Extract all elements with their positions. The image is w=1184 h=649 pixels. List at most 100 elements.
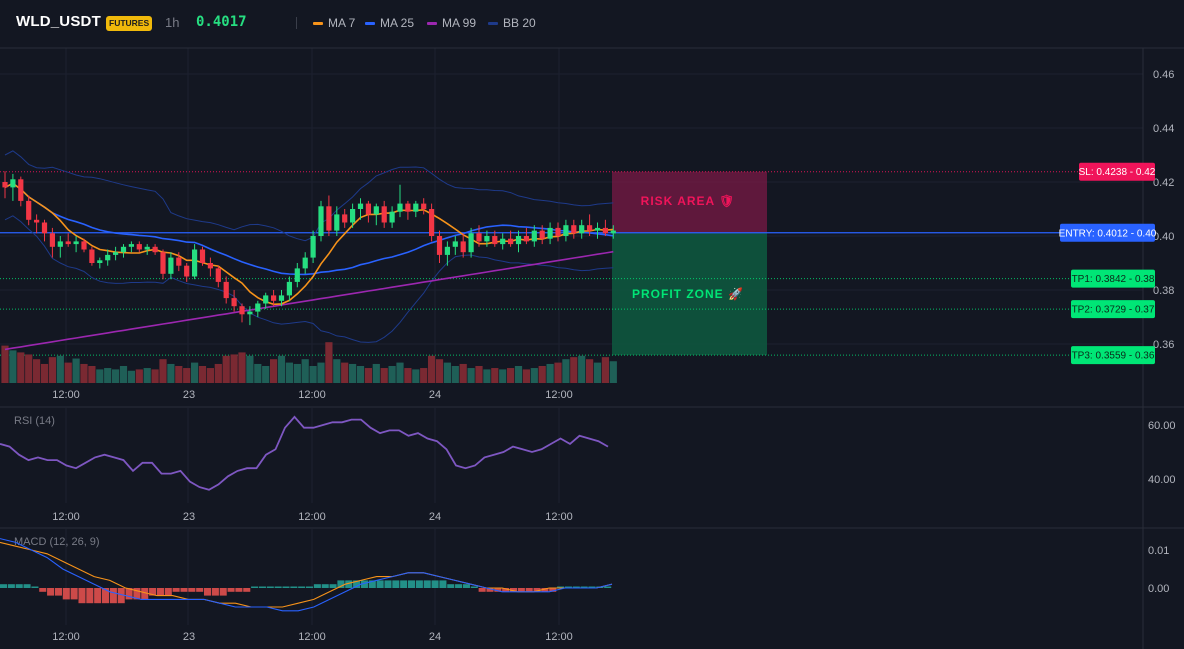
volume-bar <box>17 352 25 383</box>
tp2-tag <box>1071 300 1155 319</box>
time-tick-label: 23 <box>183 631 195 643</box>
volume-bar <box>420 368 428 383</box>
candle-body <box>405 203 411 212</box>
tp1-tag-label: TP1: 0.3842 - 0.38 <box>1072 274 1155 285</box>
macd-histogram-bar <box>345 580 353 588</box>
volume-bar <box>459 363 467 383</box>
candle-body <box>610 230 616 234</box>
time-tick-label: 12:00 <box>52 511 80 523</box>
macd-title: MACD (12, 26, 9) <box>14 536 100 548</box>
legend-ma25[interactable]: MA 25 <box>365 16 414 30</box>
macd-tick-label: 0.00 <box>1148 583 1169 595</box>
volume-bar <box>127 370 135 383</box>
macd-histogram-bar <box>431 580 439 588</box>
volume-bar <box>96 369 104 383</box>
candle-body <box>484 236 490 242</box>
macd-histogram-bar <box>31 586 39 588</box>
candle-body <box>444 246 450 255</box>
volume-bar <box>159 359 167 383</box>
macd-histogram-bar <box>251 586 259 588</box>
candle-body <box>579 225 585 234</box>
volume-bar <box>112 369 120 383</box>
macd-histogram-bar <box>384 580 392 588</box>
bb-upper-band <box>4 150 614 242</box>
macd-histogram-bar <box>486 588 494 592</box>
tp3-tag <box>1071 346 1155 365</box>
macd-pane: MACD (12, 26, 9) 0.01 0.00 <box>0 536 1169 612</box>
volume-bar <box>530 368 538 383</box>
macd-histogram-bar <box>549 588 557 592</box>
ma99-line <box>4 250 614 351</box>
candle-body <box>531 230 537 242</box>
legend-bb20[interactable]: BB 20 <box>488 16 536 30</box>
candle-body <box>350 209 356 223</box>
macd-histogram-bar <box>109 588 117 604</box>
macd-histogram-bar <box>439 580 447 588</box>
timeframe-selector[interactable]: 1h <box>165 15 180 30</box>
macd-histogram-bar <box>494 588 502 592</box>
bollinger-bands <box>4 150 614 343</box>
volume-bar <box>388 366 396 383</box>
candle-body <box>65 241 71 245</box>
legend-ma7-label: MA 7 <box>328 16 356 30</box>
volume-bar <box>372 363 380 383</box>
candle-body <box>515 236 522 245</box>
candle-body <box>357 203 364 209</box>
candle-body <box>413 203 419 212</box>
macd-histogram-bar <box>125 588 133 600</box>
volume-bar <box>254 363 262 383</box>
volume-bar <box>9 350 17 383</box>
volume-bar <box>238 352 246 383</box>
volume-bar <box>80 363 88 383</box>
volume-bar <box>325 342 333 383</box>
candle-body <box>468 233 474 253</box>
candle-body <box>160 252 166 274</box>
candle-body <box>389 211 395 223</box>
volume-bar <box>270 359 278 383</box>
macd-histogram-bar <box>392 580 400 588</box>
legend-ma7[interactable]: MA 7 <box>313 16 355 30</box>
candle-body <box>247 311 253 315</box>
candle-body <box>26 200 32 220</box>
macd-histogram-bar <box>133 588 141 600</box>
volume-bar <box>317 362 325 383</box>
bb20-swatch-icon <box>488 21 498 25</box>
candle-body <box>278 295 285 301</box>
price-tick-label: 0.46 <box>1153 69 1174 81</box>
candle-body <box>421 203 427 209</box>
macd-histogram-bar <box>306 586 314 588</box>
volume-bar <box>396 362 404 383</box>
macd-histogram-bar <box>376 580 384 588</box>
legend-ma99[interactable]: MA 99 <box>427 16 476 30</box>
time-tick-label: 24 <box>429 631 441 643</box>
macd-histogram-bar <box>94 588 102 604</box>
symbol-name[interactable]: WLD_USDT <box>16 13 101 30</box>
macd-histogram-bar <box>510 588 518 592</box>
macd-histogram-bar <box>78 588 86 604</box>
volume-bar <box>491 368 499 383</box>
candle-body <box>571 225 577 234</box>
macd-histogram-bar <box>400 580 408 588</box>
macd-histogram-bar <box>274 586 282 588</box>
volume-bar <box>609 361 617 383</box>
volume-bar <box>475 366 483 383</box>
macd-histogram-bar <box>353 580 361 588</box>
volume-bar <box>562 359 570 383</box>
candle-body <box>2 182 8 188</box>
macd-histogram-bar <box>572 586 580 588</box>
header-divider <box>296 17 297 29</box>
risk-area-label: RISK AREA 🛡 <box>641 194 736 208</box>
time-tick-label: 24 <box>429 389 441 401</box>
candle-body <box>18 179 24 201</box>
candlesticks[interactable] <box>2 171 616 326</box>
macd-histogram-bar <box>337 580 345 588</box>
trade-zones <box>612 171 767 356</box>
sl-tag <box>1079 162 1155 181</box>
macd-histogram-bar <box>188 588 196 592</box>
volume-bar <box>578 355 586 383</box>
ma25-swatch-icon <box>365 21 375 25</box>
time-axis: 12:00 23 12:00 24 12:00 12:00 23 12:00 24 12:00 12… <box>52 389 573 643</box>
futures-badge: FUTURES <box>106 16 153 31</box>
volume-bar <box>293 363 301 383</box>
